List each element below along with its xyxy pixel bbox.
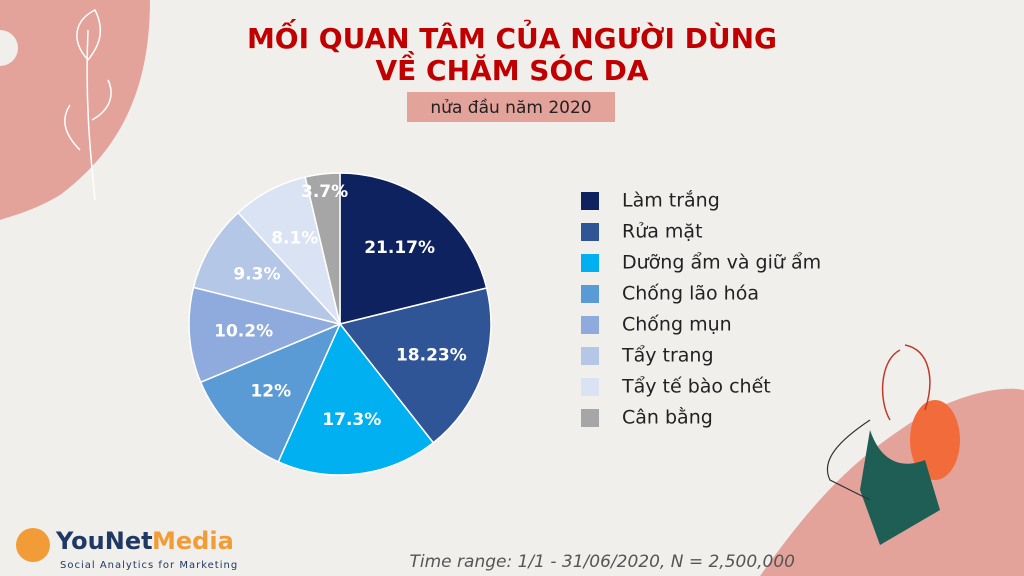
note: Time range: 1/1 - 31/06/2020, N = 2,500,… xyxy=(410,552,795,572)
legend-swatch xyxy=(581,223,599,241)
decor-flowers xyxy=(64,8,112,201)
legend-label: Tẩy trang xyxy=(621,345,714,367)
legend-label: Tẩy tế bào chết xyxy=(621,376,771,398)
legend-swatch xyxy=(581,347,599,365)
legend-swatch xyxy=(581,192,599,210)
pie-slice xyxy=(188,286,343,384)
subtitle: nửa đầu năm 2020 xyxy=(430,97,591,118)
pie-slice xyxy=(304,172,341,325)
legend-label: Chống mụn xyxy=(622,314,732,336)
legend-label: Dưỡng ẩm và giữ ẩm xyxy=(622,252,821,274)
legend-swatch xyxy=(581,316,599,334)
data-label: 18.23% xyxy=(396,346,467,366)
data-label: 10.2% xyxy=(214,321,273,341)
pie-slice xyxy=(339,172,488,325)
logo-tagline: Social Analytics for Marketing xyxy=(60,560,238,571)
pie-slice xyxy=(199,322,342,463)
legend-swatch xyxy=(581,285,599,303)
pie-slice xyxy=(277,322,435,476)
decor-blob xyxy=(0,0,150,220)
logo-text: Media xyxy=(152,527,234,555)
data-label: 21.17% xyxy=(364,238,435,258)
data-label: 8.1% xyxy=(271,229,318,249)
legend-swatch xyxy=(581,409,599,427)
data-label: 3.7% xyxy=(301,182,348,202)
chart-title: VỀ CHĂM SÓC DA xyxy=(376,50,649,87)
data-label: 9.3% xyxy=(233,265,280,285)
legend: Làm trắng Rửa mặt Dưỡng ẩm và giữ ẩm Chống … xyxy=(581,189,821,429)
logo-icon xyxy=(16,528,50,562)
data-label: 12% xyxy=(250,381,291,401)
pie-slice xyxy=(338,287,492,444)
chart-title: MỐI QUAN TÂM CỦA NGƯỜI DÙNG xyxy=(247,17,777,55)
decor-circle xyxy=(0,30,18,66)
logo-text: YouNet xyxy=(55,527,153,555)
legend-label: Rửa mặt xyxy=(622,221,703,243)
legend-swatch xyxy=(581,254,599,272)
pie-slice xyxy=(192,211,343,326)
legend-swatch xyxy=(581,378,599,396)
legend-label: Làm trắng xyxy=(622,189,720,212)
subtitle-box xyxy=(407,92,615,122)
pie: 21.17% 18.23% 17.3% 12% 10.2% 9.3% 8.1% 3.7% xyxy=(188,172,492,476)
legend-label: Chống lão hóa xyxy=(622,283,759,305)
legend-label: Cân bằng xyxy=(622,406,713,429)
decor-woman xyxy=(826,344,960,545)
data-label: 17.3% xyxy=(322,410,381,430)
